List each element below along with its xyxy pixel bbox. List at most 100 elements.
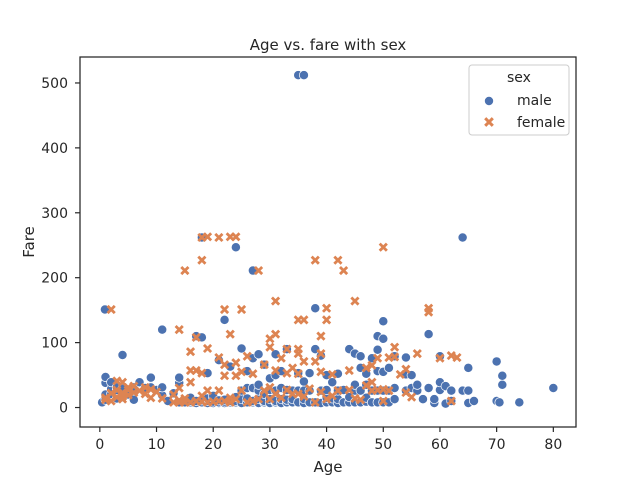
- x-tick-label: 70: [488, 437, 506, 453]
- point-female: [202, 343, 213, 354]
- legend: sex male female: [468, 64, 570, 136]
- point-female: [321, 315, 332, 325]
- point-female: [321, 394, 332, 404]
- x-tick-label: 60: [431, 437, 449, 453]
- point-female: [185, 377, 196, 387]
- point-female: [452, 352, 462, 363]
- point-female: [242, 351, 252, 361]
- point-female: [180, 265, 190, 276]
- point-female: [373, 353, 383, 363]
- point-female: [321, 303, 332, 313]
- point-female: [384, 386, 394, 396]
- point-female: [248, 369, 258, 379]
- point-female: [299, 356, 309, 367]
- point-male: [355, 351, 366, 362]
- point-female: [202, 386, 213, 396]
- point-female: [338, 265, 349, 276]
- legend-female-label: female: [517, 115, 565, 131]
- point-female: [293, 389, 303, 399]
- point-male: [230, 242, 241, 253]
- point-female: [390, 352, 400, 362]
- point-female: [270, 296, 281, 306]
- point-male: [423, 329, 434, 340]
- point-female: [276, 353, 286, 363]
- point-female: [197, 255, 207, 265]
- point-male: [298, 70, 309, 81]
- y-tick-label: 0: [59, 401, 68, 417]
- point-male: [383, 362, 394, 373]
- point-female: [174, 325, 184, 335]
- point-female: [446, 396, 456, 406]
- point-female: [270, 329, 281, 339]
- point-female: [265, 342, 275, 352]
- point-male: [494, 397, 505, 408]
- point-female: [174, 383, 184, 393]
- point-female: [333, 255, 343, 265]
- legend-female-marker: [484, 117, 494, 127]
- plot-frame: [79, 56, 577, 428]
- point-female: [299, 391, 309, 402]
- legend-male-marker: [483, 96, 494, 107]
- point-female: [259, 386, 269, 396]
- point-female: [276, 393, 286, 403]
- point-female: [401, 364, 411, 374]
- point-female: [378, 396, 388, 406]
- point-female: [214, 232, 224, 243]
- x-tick-label: 30: [261, 437, 279, 453]
- point-male: [548, 383, 559, 394]
- point-male: [400, 352, 411, 363]
- point-male: [423, 383, 434, 394]
- point-male: [304, 368, 315, 379]
- point-female: [225, 329, 235, 339]
- point-male: [497, 370, 508, 381]
- point-female: [327, 369, 337, 380]
- point-male: [327, 377, 338, 388]
- point-male: [174, 372, 185, 383]
- point-male: [417, 394, 428, 405]
- x-tick-label: 0: [95, 437, 104, 453]
- point-male: [429, 394, 440, 405]
- point-female: [310, 397, 320, 407]
- point-female: [316, 331, 326, 341]
- point-female: [412, 349, 422, 359]
- point-female: [197, 368, 207, 378]
- point-female: [259, 360, 269, 370]
- chart-title: Age vs. fare with sex: [250, 36, 407, 54]
- point-female: [367, 360, 377, 370]
- point-male: [389, 394, 400, 405]
- x-tick-label: 50: [374, 437, 392, 453]
- point-female: [316, 387, 326, 397]
- point-female: [191, 365, 201, 376]
- points-layer: [97, 70, 559, 409]
- y-tick-label: 300: [41, 206, 68, 222]
- point-female: [253, 394, 264, 404]
- point-male: [117, 349, 128, 360]
- point-male: [463, 362, 474, 373]
- point-male: [157, 324, 168, 335]
- point-female: [390, 342, 400, 352]
- point-female: [231, 232, 241, 242]
- x-tick-label: 80: [544, 437, 562, 453]
- point-female: [231, 358, 241, 368]
- x-tick-label: 40: [318, 437, 336, 453]
- point-female: [231, 394, 241, 404]
- point-female: [356, 395, 366, 405]
- point-female: [140, 382, 150, 392]
- point-female: [174, 395, 184, 405]
- point-female: [367, 377, 377, 387]
- point-male: [412, 379, 423, 390]
- point-male: [446, 385, 457, 396]
- point-female: [446, 351, 456, 361]
- point-female: [316, 349, 326, 359]
- y-tick-label: 400: [41, 141, 68, 157]
- y-tick-label: 100: [41, 336, 68, 352]
- x-axis-label: Age: [313, 458, 342, 476]
- legend-title: sex: [507, 70, 531, 86]
- point-female: [202, 232, 213, 242]
- point-male: [378, 333, 389, 344]
- point-female: [435, 353, 445, 363]
- point-female: [407, 392, 417, 402]
- point-male: [491, 356, 502, 367]
- point-female: [350, 296, 360, 306]
